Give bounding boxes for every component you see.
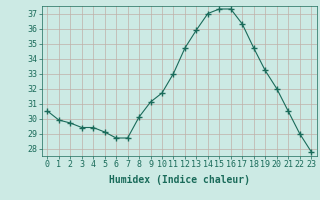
X-axis label: Humidex (Indice chaleur): Humidex (Indice chaleur): [109, 175, 250, 185]
